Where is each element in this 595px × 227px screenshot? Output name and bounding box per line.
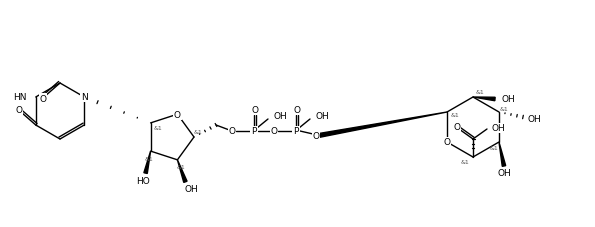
Text: OH: OH (184, 185, 198, 193)
Text: OH: OH (491, 124, 505, 133)
Text: O: O (15, 106, 22, 115)
Text: OH: OH (274, 112, 288, 121)
Text: &1: &1 (475, 90, 484, 95)
Text: N: N (81, 93, 87, 102)
Text: &1: &1 (450, 113, 459, 118)
Text: &1: &1 (490, 146, 499, 151)
Text: &1: &1 (177, 165, 186, 170)
Text: P: P (293, 127, 299, 136)
Text: HN: HN (13, 93, 27, 102)
Text: HO: HO (136, 176, 149, 185)
Polygon shape (473, 98, 495, 101)
Text: O: O (228, 127, 236, 136)
Text: OH: OH (497, 169, 511, 178)
Text: O: O (293, 106, 300, 115)
Text: O: O (252, 106, 258, 115)
Text: &1: &1 (500, 107, 508, 112)
Text: O: O (174, 110, 181, 119)
Text: OH: OH (502, 95, 516, 104)
Text: O: O (271, 127, 277, 136)
Polygon shape (499, 142, 506, 167)
Polygon shape (144, 151, 151, 174)
Text: O: O (443, 138, 450, 147)
Text: O: O (39, 94, 46, 103)
Text: OH: OH (528, 115, 541, 124)
Polygon shape (315, 113, 447, 138)
Polygon shape (177, 160, 187, 183)
Text: P: P (251, 127, 256, 136)
Text: O: O (312, 132, 320, 141)
Text: &1: &1 (144, 156, 153, 161)
Text: OH: OH (316, 112, 330, 121)
Text: &1: &1 (461, 160, 469, 165)
Text: O: O (453, 123, 461, 132)
Text: &1: &1 (153, 126, 162, 131)
Text: &1: &1 (193, 130, 202, 135)
